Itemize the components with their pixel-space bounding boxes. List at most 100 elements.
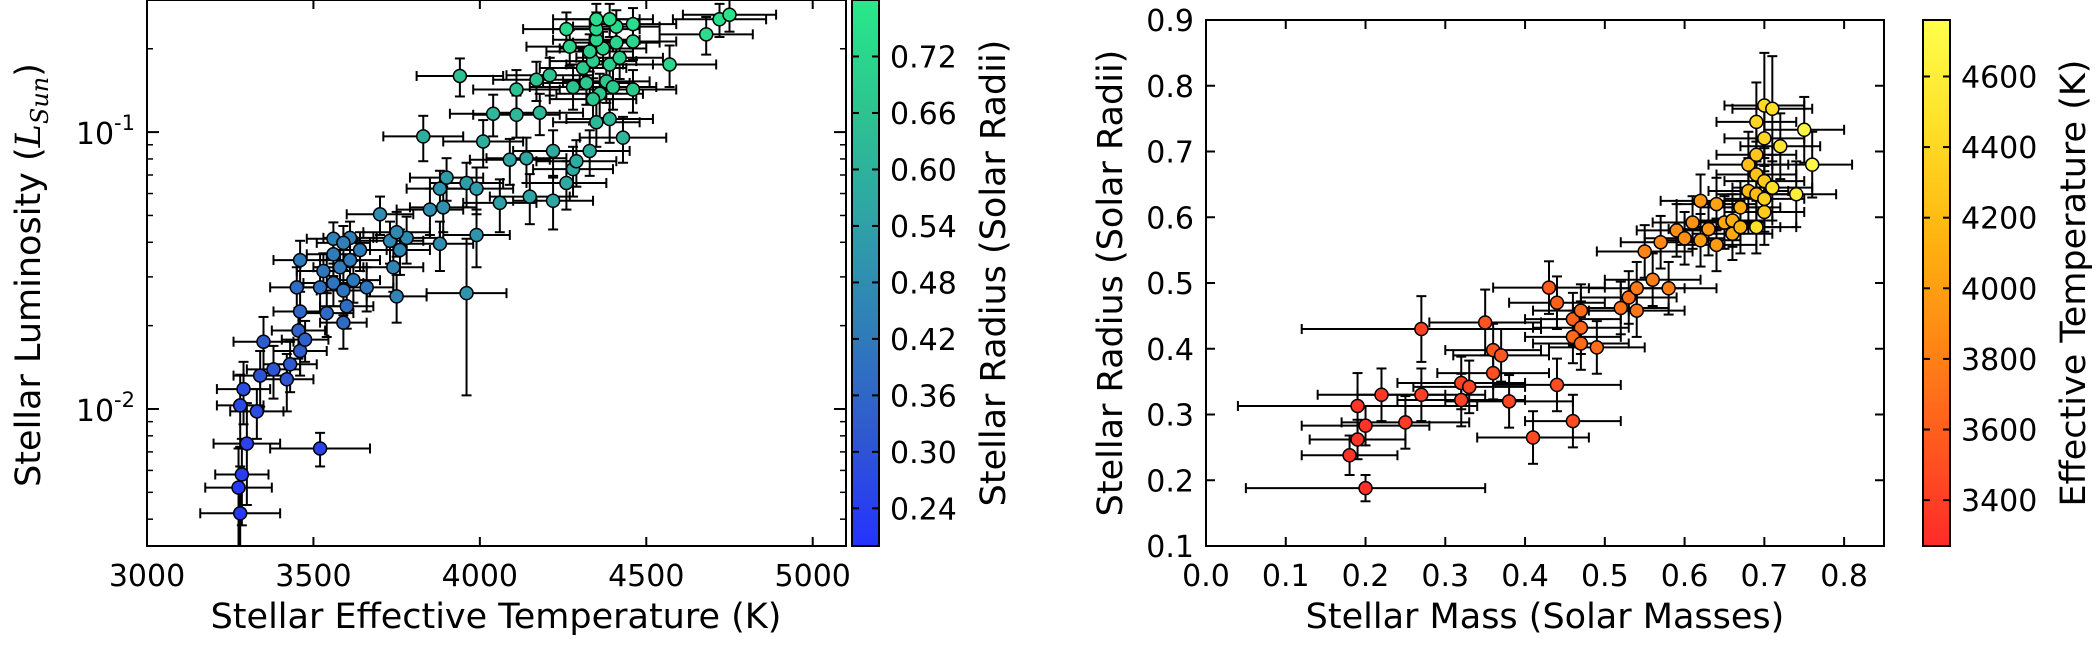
data-point [1414,321,1429,337]
data-point [562,39,577,54]
data-point [339,298,354,314]
data-point [359,280,374,295]
data-point [1453,392,1469,408]
data-point [602,12,617,27]
radius-colorbar: 0.24 0.30 0.36 0.42 0.48 0.54 0.60 0.66 0.72 Ste… [851,0,1014,547]
data-point [559,175,574,191]
data-point [605,79,621,95]
data-point [459,285,474,301]
data-point [612,50,627,66]
data-point [1741,157,1756,172]
colorbar-tick-label: 4400 [1961,131,2037,166]
y-axis-ticks: 0.1 0.2 0.3 0.4 0.5 0.6 0.7 0.8 0.9 [1146,4,1884,565]
data-point [266,362,281,377]
data-point [432,181,448,196]
plot-frame [146,0,847,547]
data-point [1645,272,1660,287]
luminosity-vs-temperature-chart: 3000 3500 4000 4500 5000 10-2 10-1 Stellar Ef… [9,0,851,637]
data-point [289,280,305,295]
data-point [1358,418,1373,433]
data-point [1796,122,1812,138]
colorbar-tick-label: 0.54 [890,210,957,245]
data-point [662,57,677,72]
data-point [232,506,248,521]
data-point [625,34,641,49]
x-axis-ticks: 3000 3500 4000 4500 5000 [109,0,851,594]
data-point [336,283,351,298]
data-point [1350,398,1365,414]
data-point [1629,303,1644,318]
data-point [569,153,584,169]
data-point [316,263,331,279]
colorbar-label: Effective Temperature (K) [2054,60,2094,507]
data-point [625,16,641,32]
data-point [1573,336,1589,351]
data-point [1565,413,1581,429]
colorbar-tick-label: 0.30 [890,436,957,471]
y-tick-label: 0.6 [1146,201,1194,236]
temperature-colorbar: 3400 3600 3800 4000 4200 4400 4600 Effective T… [1922,19,2094,547]
colorbar-gradient [1922,19,1951,547]
data-point [1573,320,1589,335]
data-point [1653,234,1668,250]
colorbar-label: Stellar Radius (Solar Radii) [974,40,1014,507]
data-point [1549,377,1565,393]
y-tick-label: 10-2 [76,388,135,429]
colorbar-gradient [851,0,880,547]
data-point [336,315,351,330]
colorbar-ticks: 3400 3600 3800 4000 4200 4400 4600 [1923,60,2037,519]
data-point [239,436,255,451]
colorbar-tick-label: 0.24 [890,492,957,527]
y-axis-label-close: ) [9,63,49,77]
data-point [1685,215,1700,230]
data-point [416,129,431,144]
y-tick-label: 0.2 [1146,464,1194,499]
data-point [1493,348,1509,363]
data-point [469,227,484,243]
data-point [1757,131,1772,146]
data-point [336,235,351,251]
colorbar-ticks: 0.24 0.30 0.36 0.42 0.48 0.54 0.60 0.66 0.72 [852,40,957,527]
data-point [1733,200,1748,215]
data-point [1749,219,1764,235]
data-point [502,152,518,167]
data-point [469,181,484,196]
data-point [509,107,524,123]
y-axis-ticks: 10-2 10-1 [76,0,846,520]
colorbar-tick-label: 3400 [1961,484,2037,519]
data-point [231,480,246,495]
data-point [1677,231,1692,246]
colorbar-tick-label: 4600 [1961,60,2037,95]
colorbar-tick-label: 4000 [1961,272,2037,307]
data-point [1525,430,1541,445]
data-point [522,189,538,204]
data-point [312,441,328,456]
data-point [332,260,348,275]
colorbar-tick-label: 3800 [1961,343,2037,378]
data-point [582,44,597,59]
data-point [475,134,491,149]
data-point [559,21,574,37]
y-tick-label: 10-1 [76,111,135,152]
data-point [252,368,268,383]
data-point [529,72,544,88]
y-axis-label-main: Stellar Luminosity ( [9,147,49,487]
data-point [1414,387,1429,403]
data-point [435,200,451,215]
data-point [1701,221,1716,237]
data-point [1749,147,1764,163]
data-point [582,143,597,159]
data-point [249,404,265,419]
data-point [346,272,361,288]
y-tick-label: 0.5 [1146,267,1194,302]
data-point [1661,281,1676,296]
data-point [585,91,601,107]
data-point [565,79,581,95]
data-point [1637,244,1652,259]
y-axis-label: Stellar Luminosity (LSun) [9,63,54,487]
data-point [589,12,604,27]
data-point [292,252,308,268]
colorbar-tick-label: 0.48 [890,266,957,301]
x-tick-label: 0.7 [1740,559,1788,594]
